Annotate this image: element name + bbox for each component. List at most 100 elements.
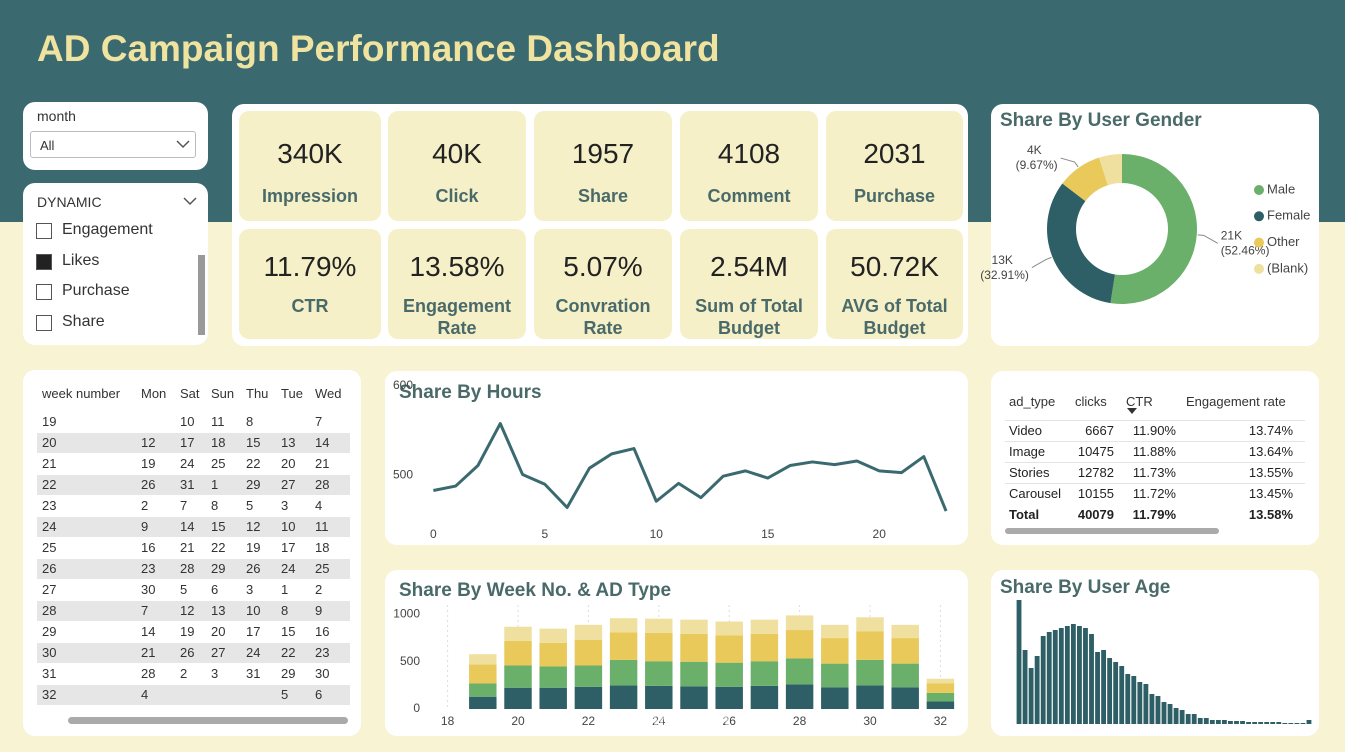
- table-cell: 13.74%: [1248, 423, 1293, 438]
- table-cell: 1: [211, 477, 219, 492]
- table-cell: 9: [141, 519, 149, 534]
- table-cell: 13.55%: [1248, 465, 1293, 480]
- calendar-card: week number Mon Sat Sun Thu Tue Wed 19 10 11 8 7 20 1…: [23, 370, 361, 736]
- scrollbar[interactable]: [198, 255, 205, 335]
- table-cell: 7: [315, 414, 323, 429]
- table-cell: 21: [180, 540, 195, 555]
- table-cell: 27: [281, 477, 296, 492]
- column-header: Sun: [211, 386, 235, 401]
- table-cell: 14: [141, 624, 156, 639]
- table-cell: 10475: [1077, 444, 1114, 459]
- table-cell: 8: [246, 414, 254, 429]
- table-cell: 10: [180, 414, 195, 429]
- kpi-label: Sum of Total Budget: [695, 296, 803, 338]
- table-cell: 26: [141, 477, 156, 492]
- checkbox[interactable]: [36, 223, 52, 239]
- kpi-value: 4108: [717, 138, 781, 169]
- slicer-option[interactable]: Share: [36, 312, 186, 334]
- table-cell: 22: [246, 456, 261, 471]
- scrollbar[interactable]: [1005, 528, 1219, 534]
- table-cell: 13.45%: [1248, 486, 1293, 501]
- scrollbar[interactable]: [68, 717, 348, 724]
- table-cell: 11.72%: [1132, 486, 1176, 501]
- checkbox[interactable]: [36, 284, 52, 300]
- slicer-option[interactable]: Engagement: [36, 220, 186, 242]
- column-header: Thu: [246, 386, 269, 401]
- table-cell: 28: [315, 477, 330, 492]
- chevron: [176, 140, 190, 149]
- table-cell: 22: [42, 477, 57, 492]
- table-cell: 30: [141, 582, 156, 597]
- table-cell: 2: [180, 666, 188, 681]
- table-cell: 5: [246, 498, 254, 513]
- row-line: [1005, 420, 1305, 421]
- table-cell: 30: [315, 666, 330, 681]
- table-cell: 4: [141, 687, 149, 702]
- table-cell: 27: [42, 582, 57, 597]
- table-cell: 14: [180, 519, 195, 534]
- table-cell: 20: [42, 435, 57, 450]
- table-cell: 15: [281, 624, 296, 639]
- table-cell: 10: [281, 519, 296, 534]
- row-band: [37, 517, 350, 537]
- slicer-option[interactable]: Likes: [36, 251, 186, 273]
- table-cell: 13: [211, 603, 226, 618]
- table-cell: 3: [211, 666, 219, 681]
- table-cell: 12: [180, 603, 195, 618]
- table-cell: 13.64%: [1248, 444, 1293, 459]
- table-cell: 25: [42, 540, 57, 555]
- dynamic-slicer: DYNAMIC Engagement Likes Purchase Share: [23, 183, 208, 345]
- chevron: [183, 197, 197, 206]
- table-cell: 15: [246, 435, 261, 450]
- table-cell: 13: [281, 435, 296, 450]
- kpi-value: 340K: [277, 138, 343, 169]
- month-slicer: month All: [23, 102, 208, 170]
- slicer-option[interactable]: Purchase: [36, 281, 186, 303]
- table-cell: 28: [141, 666, 156, 681]
- table-cell: 17: [180, 435, 195, 450]
- slicer-label: DYNAMIC: [37, 194, 102, 210]
- table-cell: 8: [211, 498, 219, 513]
- column-header: Wed: [315, 386, 342, 401]
- table-cell: 19: [246, 540, 261, 555]
- checkbox[interactable]: [36, 314, 52, 331]
- dropdown[interactable]: All: [30, 131, 196, 158]
- kpi-card: 4108 Comment: [680, 111, 818, 221]
- table-cell: 12782: [1077, 465, 1114, 480]
- table-cell: Carousel: [1009, 486, 1062, 501]
- table-cell: 17: [246, 624, 261, 639]
- option-label: Purchase: [62, 282, 130, 299]
- kpi-label: Click: [435, 186, 479, 206]
- table-cell: 5: [180, 582, 188, 597]
- table-cell: 6667: [1085, 423, 1114, 438]
- table-cell: 26: [42, 561, 57, 576]
- option-label: Share: [62, 312, 105, 330]
- table-cell: 24: [180, 456, 195, 471]
- column-header: Mon: [141, 386, 167, 401]
- kpi-label: Impression: [261, 186, 359, 206]
- kpi-card: 50.72K AVG of Total Budget: [826, 229, 963, 339]
- table-cell: 15: [211, 519, 226, 534]
- table-cell: 40079: [1077, 507, 1114, 522]
- row-line: [1005, 441, 1305, 442]
- table-cell: 21: [315, 456, 330, 471]
- table-cell: 26: [246, 561, 261, 576]
- age-card: [991, 570, 1319, 736]
- table-cell: 1: [281, 582, 289, 597]
- table-cell: 29: [42, 624, 57, 639]
- gender-card: [991, 104, 1319, 346]
- table-cell: 32: [42, 687, 57, 702]
- table-cell: 3: [281, 498, 289, 513]
- sort-arrow: [1127, 408, 1137, 414]
- hours-card: [385, 371, 968, 545]
- table-cell: 12: [141, 435, 156, 450]
- table-cell: 2: [141, 498, 149, 513]
- table-cell: 10: [246, 603, 261, 618]
- checkbox[interactable]: [36, 253, 52, 270]
- table-cell: 21: [141, 645, 156, 660]
- table-cell: 11.79%: [1132, 507, 1176, 522]
- table-cell: 26: [180, 645, 195, 660]
- column-header: ad_type: [1009, 394, 1056, 409]
- row-band: [37, 433, 350, 453]
- table-cell: Video: [1009, 423, 1043, 438]
